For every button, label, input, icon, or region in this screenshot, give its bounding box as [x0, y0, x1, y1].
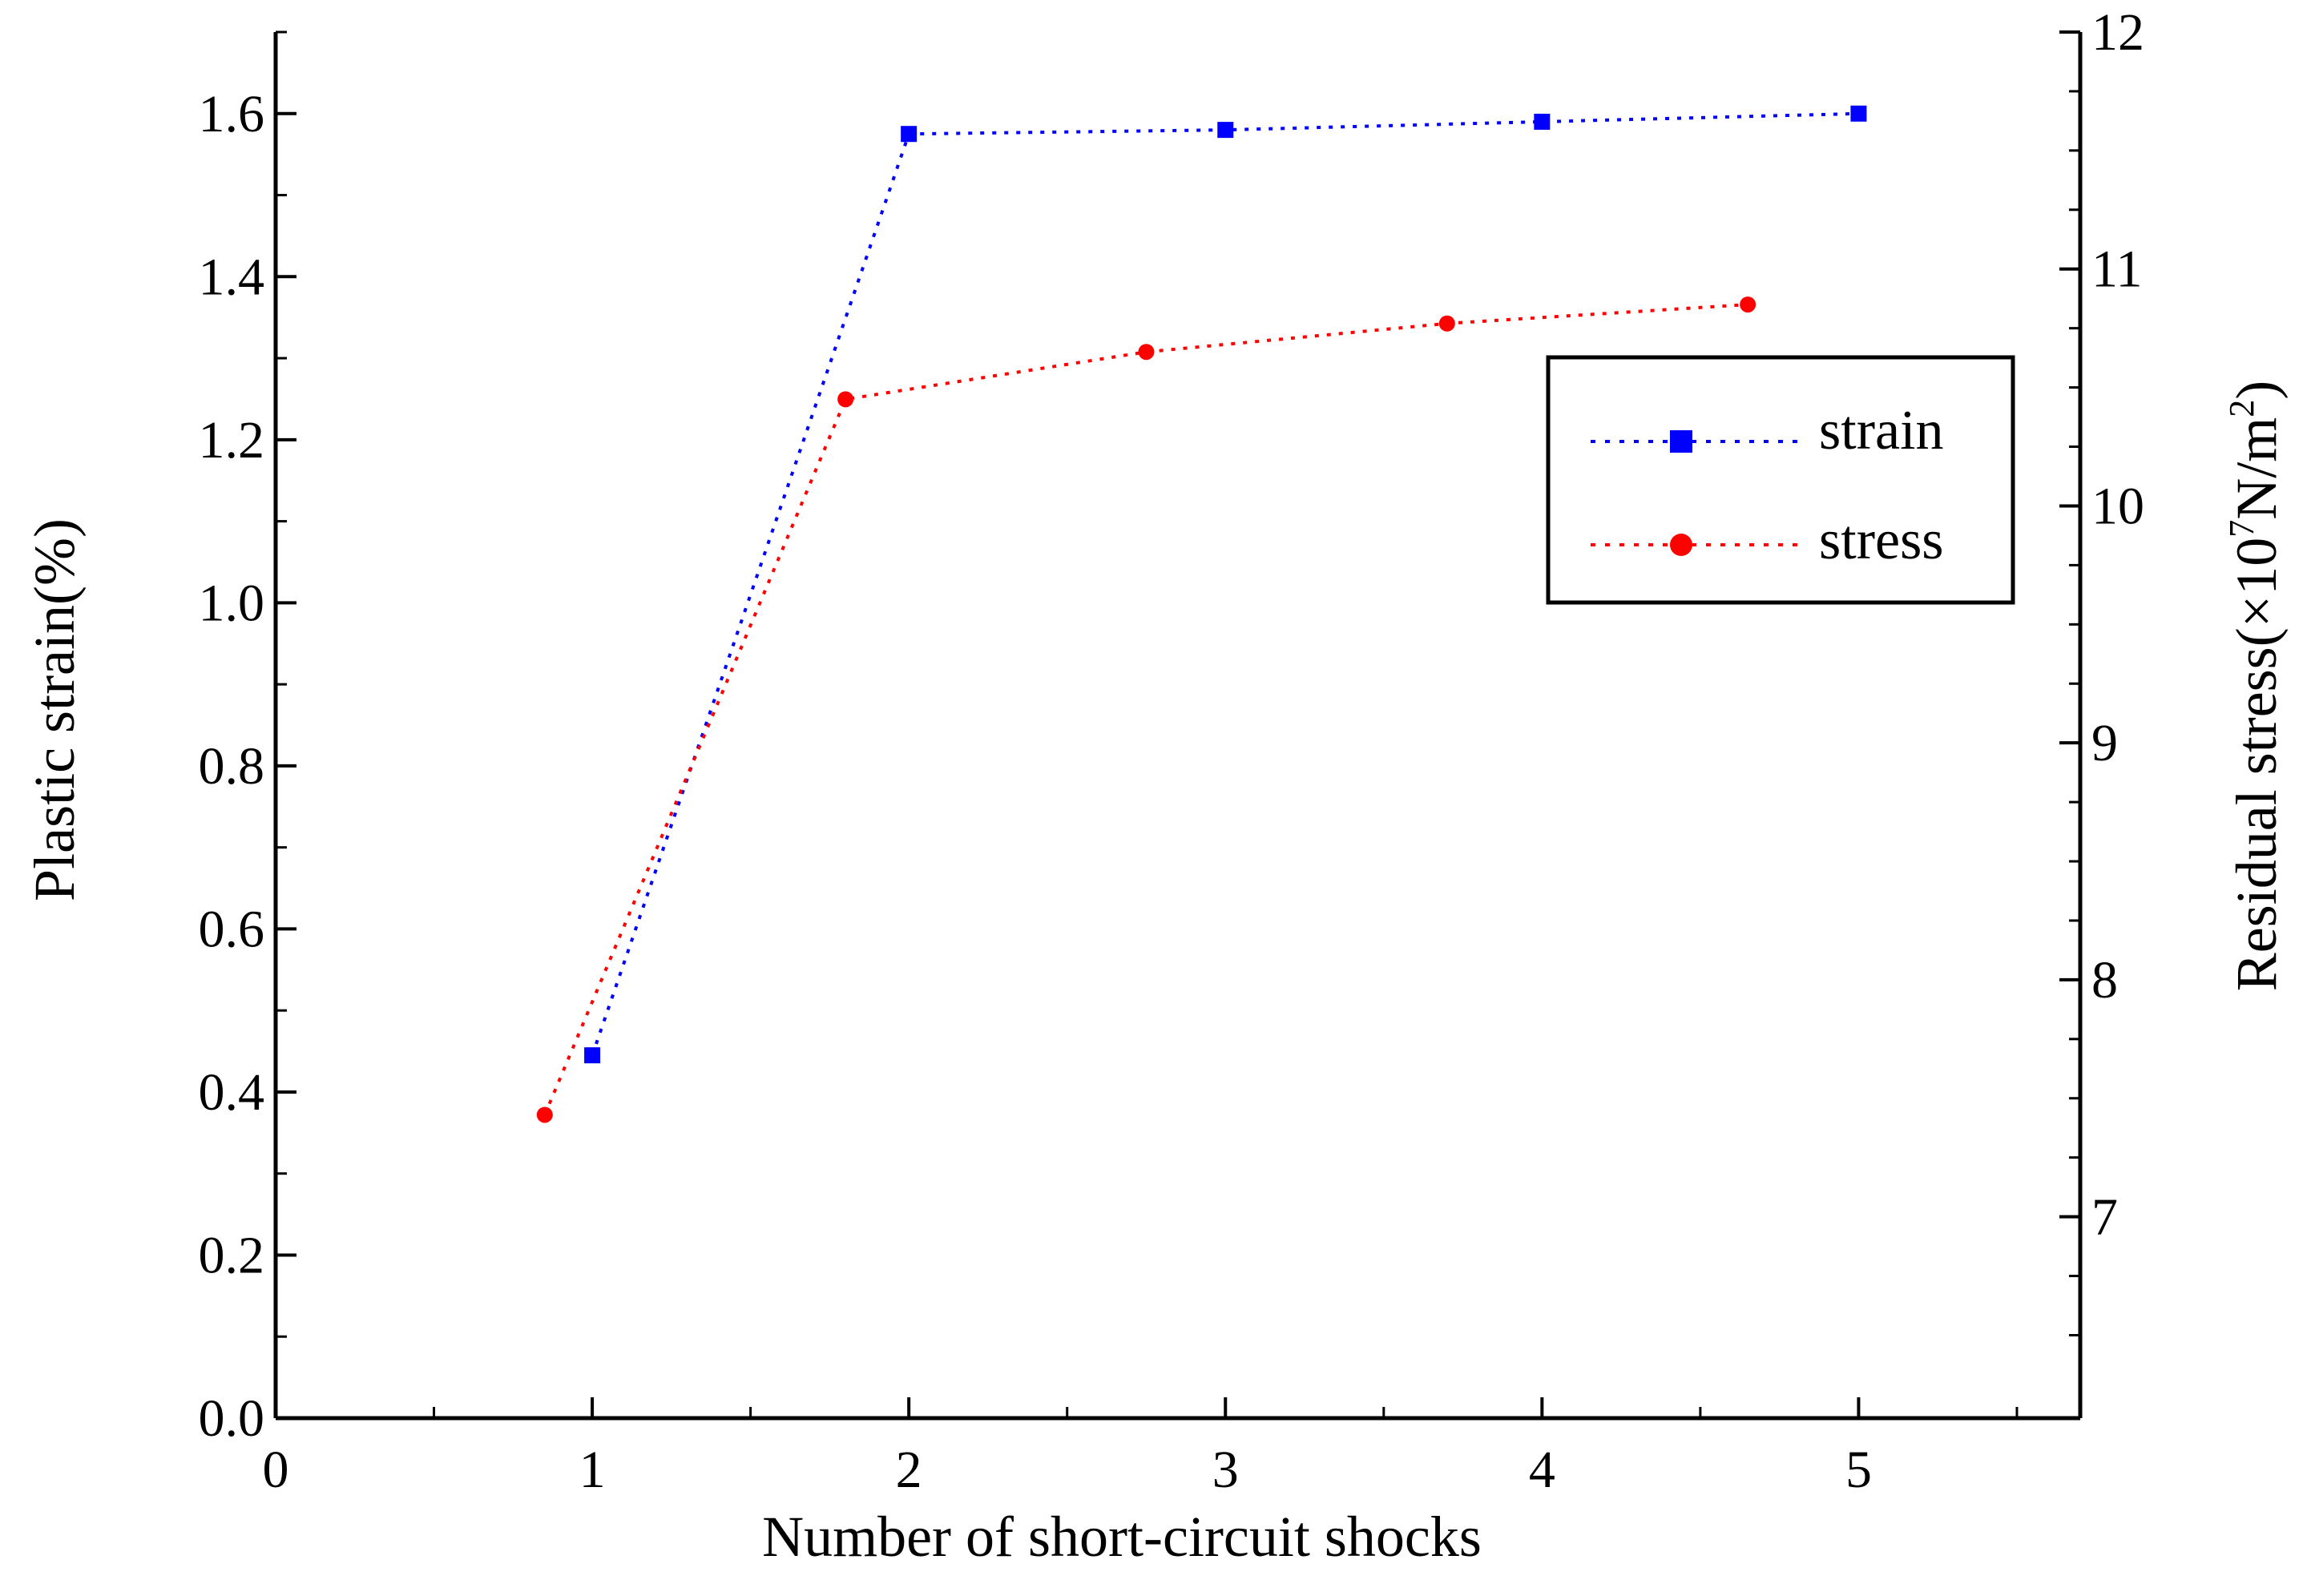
stress-point-1 — [837, 391, 854, 408]
legend-stress-label: stress — [1819, 510, 1944, 571]
y-right-tick-label-5: 12 — [2091, 3, 2144, 62]
y-right-tick-label-4: 11 — [2091, 240, 2143, 299]
y-right-tick-label-1: 8 — [2091, 951, 2118, 1010]
y-right-title-exponent: 7 — [2222, 520, 2261, 538]
legend: strain stress — [1546, 355, 2015, 605]
x-tick-label-0: 0 — [263, 1441, 289, 1499]
y-tick-label-6: 1.2 — [199, 411, 265, 470]
y-right-axis-title: Residual stress(×107N/m2) — [2222, 381, 2289, 992]
y-right-title-exponent2: 2 — [2222, 400, 2261, 417]
x-tick-label-5: 5 — [1845, 1441, 1872, 1499]
y-tick-label-0: 0.0 — [199, 1389, 265, 1448]
stress-point-3 — [1438, 315, 1455, 332]
x-axis-ticks: 0 1 2 3 4 5 — [263, 1397, 2019, 1499]
y-axis-ticks: 0.0 0.2 0.4 0.6 0.8 1.0 1.2 1.4 1.6 — [199, 30, 296, 1448]
legend-stress-marker — [1670, 534, 1692, 556]
y-right-tick-label-2: 9 — [2091, 714, 2118, 772]
y-right-title-unit: N/m — [2224, 417, 2289, 520]
y-axis-title: Plastic strain(%) — [22, 518, 87, 901]
x-tick-label-1: 1 — [579, 1441, 606, 1499]
x-tick-label-3: 3 — [1212, 1441, 1239, 1499]
legend-box — [1546, 355, 2015, 605]
stress-point-2 — [1138, 344, 1155, 361]
legend-strain-marker — [1670, 430, 1692, 453]
x-axis-title: Number of short-circuit shocks — [762, 1505, 1482, 1569]
y-right-title-suffix: ) — [2224, 381, 2289, 400]
y-tick-label-3: 0.6 — [199, 900, 265, 958]
y-tick-label-7: 1.4 — [199, 248, 265, 306]
y-right-axis-ticks: 7 8 9 10 11 12 — [2059, 3, 2144, 1336]
x-tick-label-4: 4 — [1529, 1441, 1555, 1499]
y-tick-label-1: 0.2 — [199, 1226, 265, 1284]
y-tick-label-5: 1.0 — [199, 574, 265, 632]
y-right-tick-label-3: 10 — [2091, 477, 2144, 535]
legend-strain-label: strain — [1819, 400, 1944, 461]
y-right-title-prefix: Residual stress(×10 — [2224, 538, 2289, 992]
strain-point-1 — [901, 126, 918, 143]
strain-line — [591, 111, 1859, 1056]
strain-point-3 — [1534, 113, 1551, 130]
plot-frame — [273, 32, 2083, 1421]
y-tick-label-4: 0.8 — [199, 737, 265, 796]
series-layer — [536, 105, 1867, 1123]
y-tick-label-8: 1.6 — [199, 85, 265, 143]
x-tick-label-2: 2 — [896, 1441, 922, 1499]
y-tick-label-2: 0.4 — [199, 1063, 265, 1122]
strain-point-2 — [1217, 122, 1234, 139]
y-right-tick-label-0: 7 — [2091, 1188, 2118, 1247]
stress-point-0 — [536, 1106, 553, 1123]
strain-point-4 — [1850, 105, 1867, 122]
stress-point-4 — [1740, 296, 1756, 313]
stress-line — [542, 303, 1748, 1116]
strain-point-0 — [584, 1047, 601, 1064]
